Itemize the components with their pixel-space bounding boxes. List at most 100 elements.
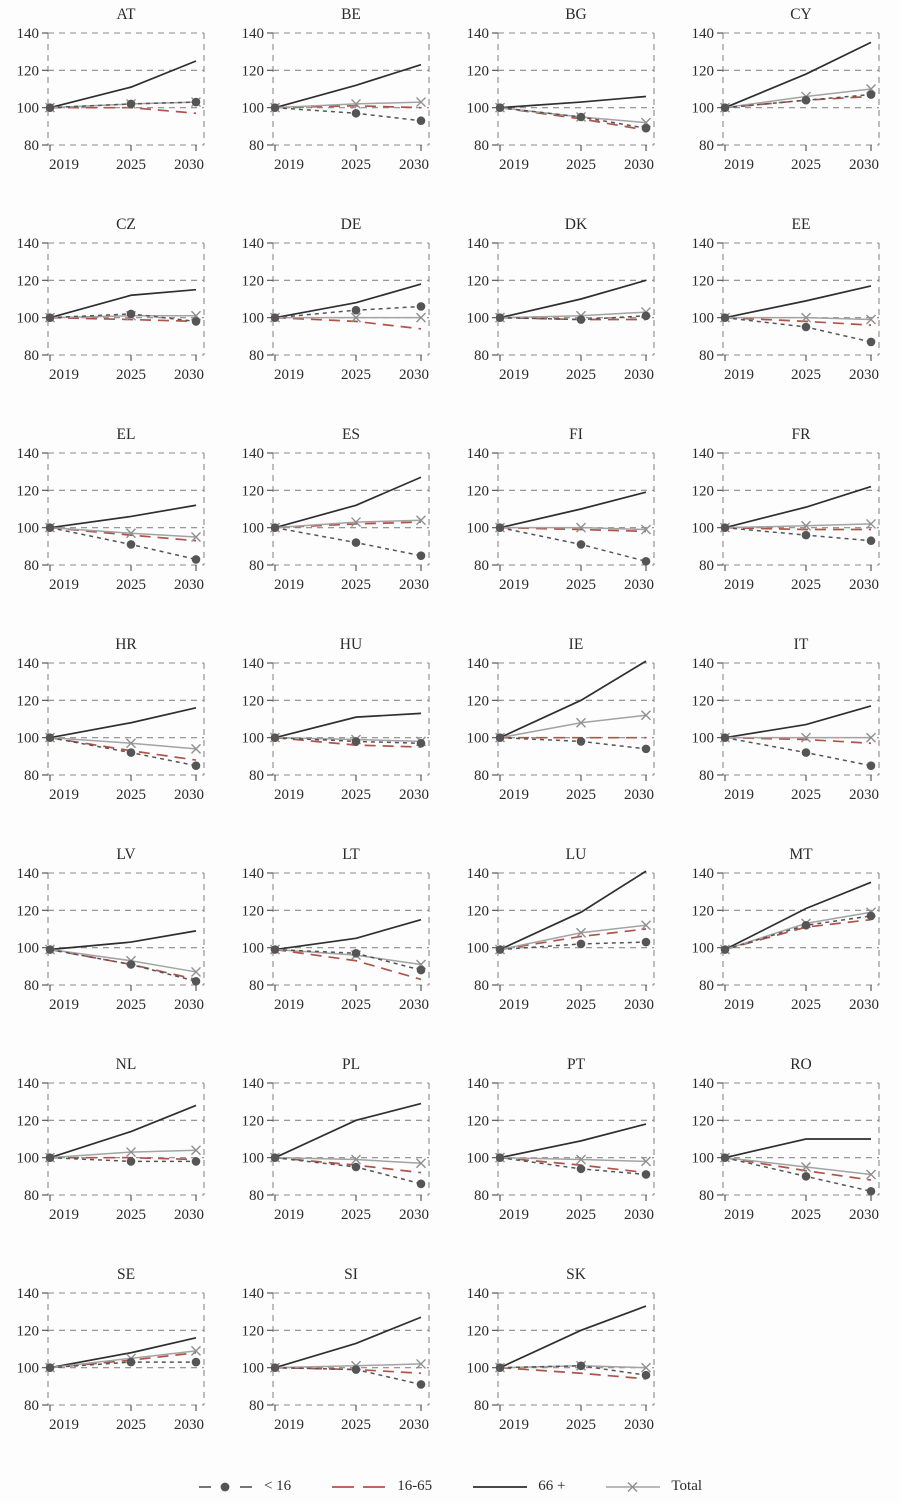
y-tick-label: 140 [467,1286,490,1302]
y-tick-label: 100 [242,731,265,747]
series-16-65 [274,316,422,330]
series-total [499,714,647,739]
series-66plus [49,288,197,319]
under16-marker [801,1172,811,1181]
subplot-SI: SI 80 100 120 140 2019 2025 2030 [242,1266,430,1433]
y-tick-label: 80 [24,1398,39,1414]
x-tick-label: 2030 [624,157,654,173]
y-tick-label: 80 [24,768,39,784]
y-tick-label: 120 [17,1323,40,1339]
under16-marker [416,1179,426,1189]
subplot-BG: BG 80 100 120 140 2019 2025 2030 [467,6,655,173]
under16-marker [641,937,651,947]
series-66plus [49,1104,197,1159]
y-tick-label: 100 [692,731,715,747]
x-tick-label: 2019 [274,997,304,1013]
chart-panel-RO: RO 80 100 120 140 2019 2025 2030 [675,1050,900,1260]
y-tick-label: 80 [24,558,39,574]
y-tick-label: 100 [17,1361,40,1377]
x-tick-label: 2019 [724,577,754,593]
y-tick-label: 140 [692,866,715,882]
y-tick-label: 120 [467,63,490,79]
y-tick-label: 100 [242,101,265,117]
x-tick-label: 2025 [116,787,146,803]
under16-marker [720,733,730,742]
subplot-title: HU [340,636,362,653]
x-tick-label: 2025 [791,1207,821,1223]
chart-panel-PT: PT 80 100 120 140 2019 2025 2030 [450,1050,675,1260]
x-tick-label: 2030 [399,577,429,593]
subplot-title: DK [565,216,588,233]
under16-marker [45,1363,55,1372]
under16-marker [641,123,651,133]
legend-label-66plus: 66 + [538,1478,566,1494]
chart-panel-HR: HR 80 100 120 140 2019 2025 2030 [0,630,225,840]
series-total [499,106,647,124]
under16-marker [126,309,136,319]
y-tick-label: 80 [474,768,489,784]
y-tick-label: 80 [24,978,39,994]
y-tick-label: 140 [17,1286,40,1302]
chart-panel-CZ: CZ 80 100 120 140 2019 2025 2030 [0,210,225,420]
y-tick-label: 100 [467,1361,490,1377]
series-under16 [724,736,872,767]
subplot-title: AT [117,6,136,23]
x-tick-label: 2030 [399,997,429,1013]
x-tick-label: 2019 [49,787,79,803]
subplot-ES: ES 80 100 120 140 2019 2025 2030 [242,426,430,593]
subplot-CY: CY 80 100 120 140 2019 2025 2030 [692,6,880,173]
x-tick-label: 2019 [499,157,529,173]
under16-marker [866,911,876,921]
series-66plus [499,279,647,319]
series-16-65 [274,948,422,981]
subplot-title: BG [565,6,587,23]
y-tick-label: 100 [467,1151,490,1167]
under16-marker [495,1363,505,1372]
x-tick-label: 2025 [341,577,371,593]
subplot-EE: EE 80 100 120 140 2019 2025 2030 [692,216,880,383]
legend-label-16-65: 16-65 [397,1478,433,1494]
chart-panel-ES: ES 80 100 120 140 2019 2025 2030 [225,420,450,630]
y-tick-label: 120 [242,693,265,709]
x-tick-label: 2019 [49,997,79,1013]
under16-marker [416,116,426,126]
y-tick-label: 80 [699,138,714,154]
y-tick-label: 120 [17,903,40,919]
subplot-title: PT [567,1056,586,1073]
under16-marker [416,965,426,975]
y-tick-label: 140 [467,866,490,882]
y-tick-label: 100 [692,311,715,327]
under16-marker [495,945,505,954]
under16-marker [801,748,811,757]
under16-marker [45,313,55,322]
series-66plus [724,705,872,739]
y-tick-label: 100 [467,521,490,537]
under16-marker [641,311,651,321]
y-tick-label: 140 [467,446,490,462]
y-tick-label: 120 [692,273,715,289]
x-tick-label: 2025 [566,997,596,1013]
series-66plus [274,283,422,319]
under16-marker [191,976,201,986]
legend-item-total: Total [605,1478,702,1495]
x-tick-label: 2019 [274,577,304,593]
y-tick-label: 120 [242,273,265,289]
series-16-65 [499,1366,647,1380]
subplot-AT: AT 80 100 120 140 2019 2025 2030 [17,6,205,173]
under16-marker [495,733,505,742]
series-66plus [499,95,647,109]
x-tick-label: 2025 [791,367,821,383]
y-tick-label: 80 [474,978,489,994]
under16-marker [416,302,426,311]
under16-marker [866,761,876,770]
x-tick-label: 2030 [174,157,204,173]
x-tick-label: 2019 [499,1417,529,1433]
x-tick-label: 2025 [566,157,596,173]
chart-panel-LV: LV 80 100 120 140 2019 2025 2030 [0,840,225,1050]
x-tick-label: 2025 [341,787,371,803]
y-tick-label: 100 [467,941,490,957]
under16-marker [866,337,876,347]
y-tick-label: 100 [692,101,715,117]
x-tick-label: 2025 [566,787,596,803]
x-tick-label: 2019 [49,1207,79,1223]
